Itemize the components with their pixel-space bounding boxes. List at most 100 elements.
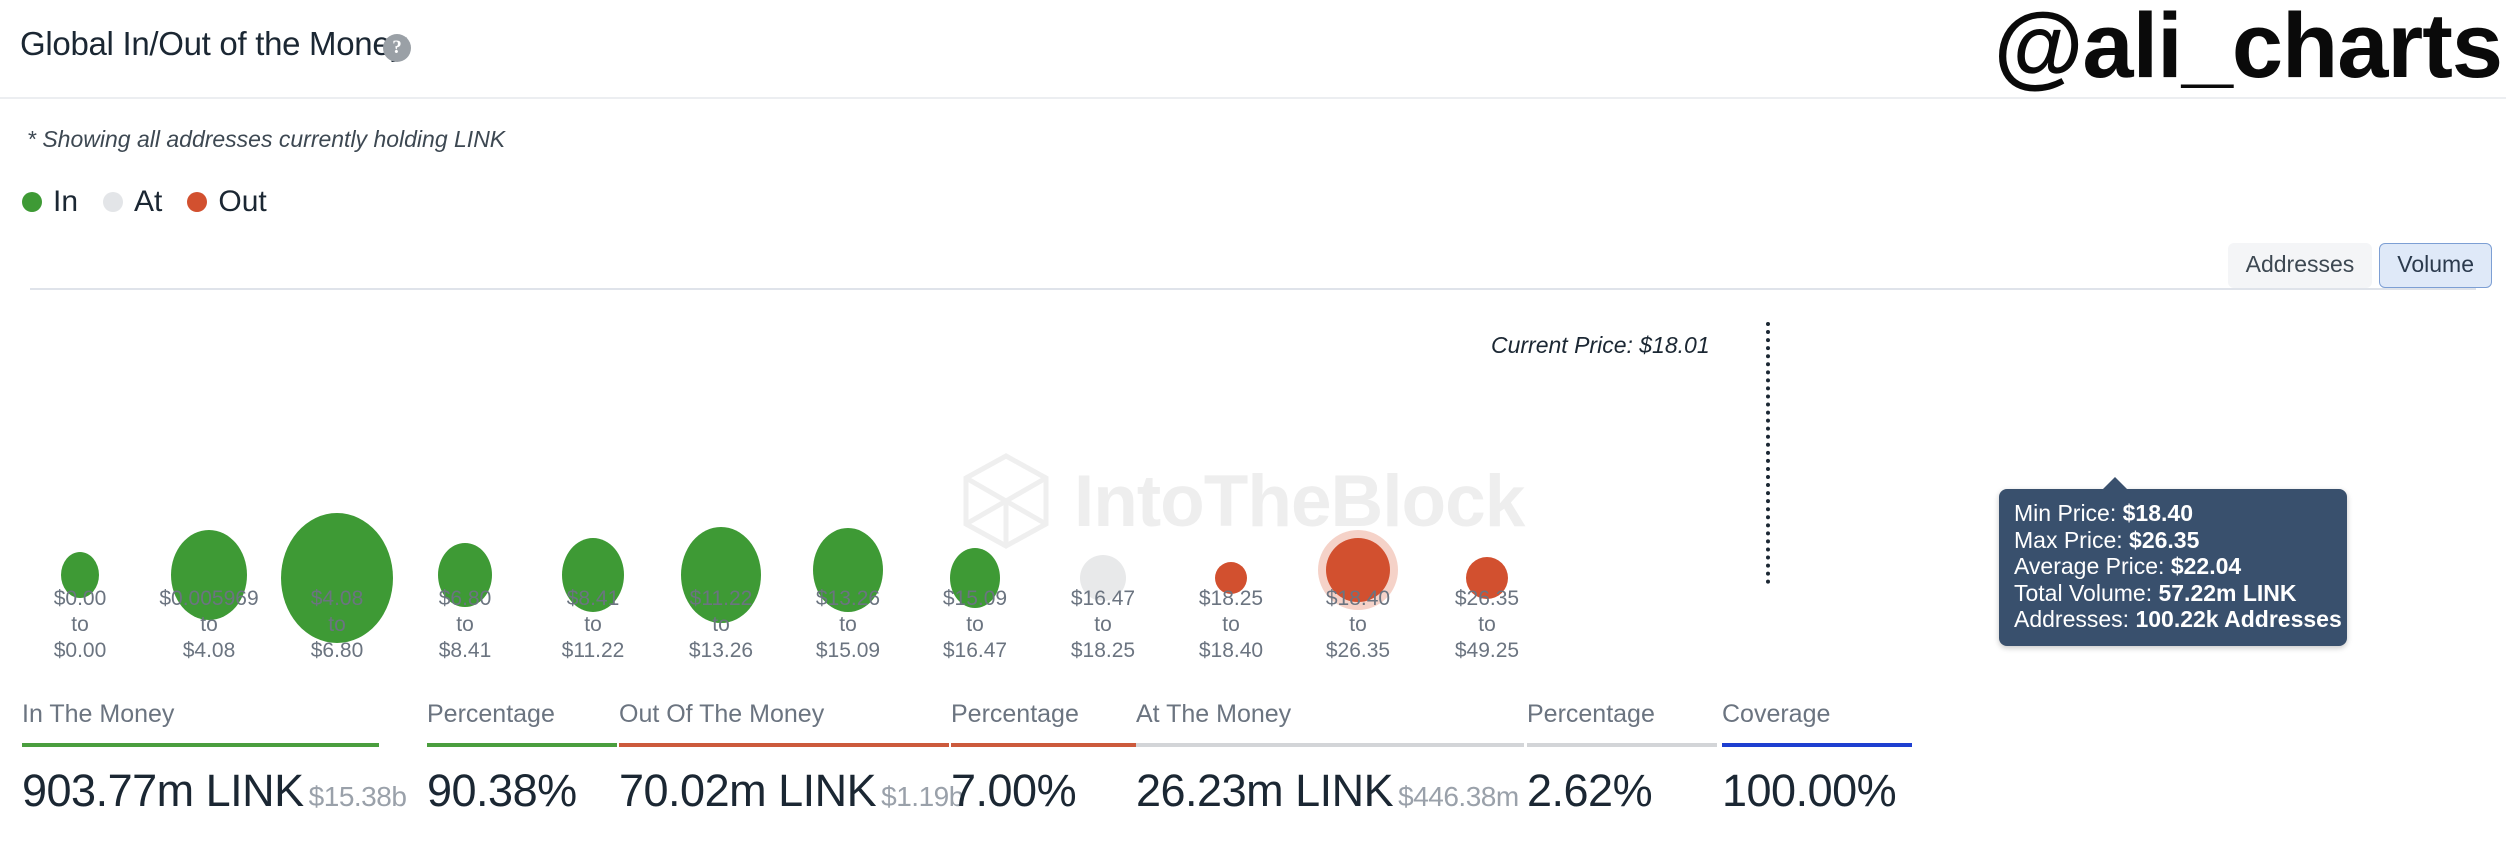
x-axis-tick: $8.41 to $11.22 (503, 586, 683, 664)
stat-value-main: 26.23m LINK (1136, 765, 1394, 816)
stat-value-main: 90.38% (427, 765, 577, 816)
page-header: Global In/Out of the Money ? @ali_charts (0, 0, 2506, 99)
brand-watermark: @ali_charts (1993, 0, 2503, 97)
bubble-in[interactable] (681, 527, 761, 623)
stat-value-main: 903.77m LINK (22, 765, 304, 816)
tooltip-row-key: Max Price: (2014, 526, 2130, 553)
page-title: Global In/Out of the Money (20, 25, 407, 62)
x-axis-tick-line: to (584, 613, 602, 636)
tooltip-arrow (2099, 477, 2131, 493)
x-axis-tick: $4.08 to $6.80 (247, 586, 427, 664)
stat-value: 90.38% (427, 765, 617, 817)
stat-rule (951, 743, 1141, 747)
tooltip-row-value: $18.40 (2122, 500, 2193, 526)
legend-item-in[interactable]: In (22, 185, 78, 219)
chart-legend: In At Out (22, 185, 292, 219)
x-axis-tick-line: to (328, 613, 346, 636)
stat-card: Percentage 2.62% (1527, 700, 1717, 817)
x-axis-tick: $15.09 to $16.47 (885, 586, 1065, 664)
stat-label: Percentage (951, 700, 1079, 728)
x-axis-tick: $0.005969 to $4.08 (119, 586, 299, 664)
tooltip-row: Max Price: $26.35 (2014, 527, 2332, 554)
x-axis-tick-line: to (456, 613, 474, 636)
bubble-out[interactable] (1326, 538, 1390, 602)
stat-value: 100.00% (1722, 765, 1912, 817)
legend-item-at[interactable]: At (103, 185, 162, 219)
stat-card: At The Money 26.23m LINK $446.38m (1136, 700, 1524, 817)
x-axis-tick: $26.35 to $49.25 (1397, 586, 1577, 664)
x-axis-tick-line: $0.00 (53, 587, 107, 610)
tooltip-row: Addresses: 100.22k Addresses (2014, 606, 2342, 633)
x-axis-tick-line: $16.47 (1070, 587, 1136, 610)
x-axis-tick-line: to (839, 613, 857, 636)
x-axis-tick-line: to (966, 613, 984, 636)
stat-value-main: 100.00% (1722, 765, 1897, 816)
x-axis-tick-line: $26.35 (1454, 587, 1520, 610)
bubble-in[interactable] (813, 528, 883, 612)
tooltip-row: Min Price: $18.40 (2014, 500, 2332, 527)
x-axis-tick-line: $11.22 (689, 587, 753, 610)
stat-value-main: 70.02m LINK (619, 765, 877, 816)
x-axis-tick-line: $26.35 (1325, 639, 1391, 662)
x-axis-tick-line: $15.09 (942, 587, 1008, 610)
bubble-in[interactable] (562, 538, 624, 612)
stat-value-sub: $15.38b (308, 781, 407, 812)
stat-label: Percentage (1527, 700, 1655, 728)
x-axis-tick-line: to (200, 613, 218, 636)
stat-value: 70.02m LINK $1.19b (619, 765, 964, 817)
stat-value-sub: $446.38m (1398, 781, 1519, 812)
legend-label: In (53, 185, 79, 218)
legend-item-out[interactable]: Out (187, 185, 267, 219)
stat-card: Percentage 90.38% (427, 700, 617, 817)
x-axis-tick-line: to (71, 613, 89, 636)
bubble-tooltip: Min Price: $18.40 Max Price: $26.35 Averag… (1999, 489, 2347, 646)
x-axis-tick-line: to (1222, 613, 1240, 636)
x-axis-tick-line: $49.25 (1454, 639, 1520, 662)
legend-label: Out (218, 185, 267, 218)
stat-value-main: 7.00% (951, 765, 1077, 816)
x-axis-tick-line: $18.40 (1325, 587, 1391, 610)
x-axis-tick: $18.40 to $26.35 (1268, 586, 1448, 664)
toggle-addresses-button[interactable]: Addresses (2227, 243, 2373, 288)
bubble-at[interactable] (1080, 555, 1126, 601)
stat-value: 7.00% (951, 765, 1141, 817)
x-axis-tick-line: $13.26 (688, 639, 754, 662)
bubble-in[interactable] (61, 552, 99, 598)
stat-label: Percentage (427, 700, 555, 728)
bubble-out[interactable] (1466, 557, 1508, 599)
stat-value: 26.23m LINK $446.38m (1136, 765, 1524, 817)
x-axis-tick-line: $11.22 (561, 639, 625, 662)
x-axis-tick: $16.47 to $18.25 (1013, 586, 1193, 664)
tooltip-row-key: Total Volume: (2014, 579, 2159, 606)
legend-label: At (134, 185, 163, 218)
bubble-plot-area (0, 290, 2506, 643)
stat-rule (427, 743, 617, 747)
toggle-volume-button[interactable]: Volume (2379, 243, 2492, 288)
x-axis-tick: $11.22 to $13.26 (631, 586, 811, 664)
x-axis-tick-line: $18.25 (1070, 639, 1136, 662)
bubble-in[interactable] (171, 530, 247, 620)
metric-toggle-group[interactable]: Addresses Volume (2227, 243, 2492, 288)
x-axis-tick: $0.00 to $0.00 (0, 586, 170, 664)
stat-card: Percentage 7.00% (951, 700, 1141, 817)
bubble-in[interactable] (438, 543, 492, 607)
x-axis-tick-line: $0.005969 (159, 587, 259, 610)
x-axis-tick-line: $8.41 (566, 587, 620, 610)
chart-subtitle: * Showing all addresses currently holdin… (27, 126, 506, 152)
bubble-out[interactable] (1215, 562, 1247, 594)
x-axis-tick-line: $6.80 (438, 587, 492, 610)
tooltip-row-value: 100.22k Addresses (2135, 606, 2342, 632)
stat-value: 2.62% (1527, 765, 1717, 817)
bubble-in[interactable] (950, 548, 1000, 608)
legend-dot-icon (187, 192, 208, 212)
stat-card: Out Of The Money 70.02m LINK $1.19b (619, 700, 964, 817)
bubble-in[interactable] (281, 513, 393, 643)
x-axis-tick-line: $15.09 (815, 639, 881, 662)
x-axis-tick-line: $4.08 (310, 587, 364, 610)
x-axis-tick-line: $6.80 (310, 639, 364, 662)
legend-dot-icon (22, 192, 42, 212)
help-icon[interactable]: ? (383, 34, 411, 62)
tooltip-row-key: Min Price: (2014, 500, 2123, 526)
stat-label: Coverage (1722, 700, 1831, 728)
